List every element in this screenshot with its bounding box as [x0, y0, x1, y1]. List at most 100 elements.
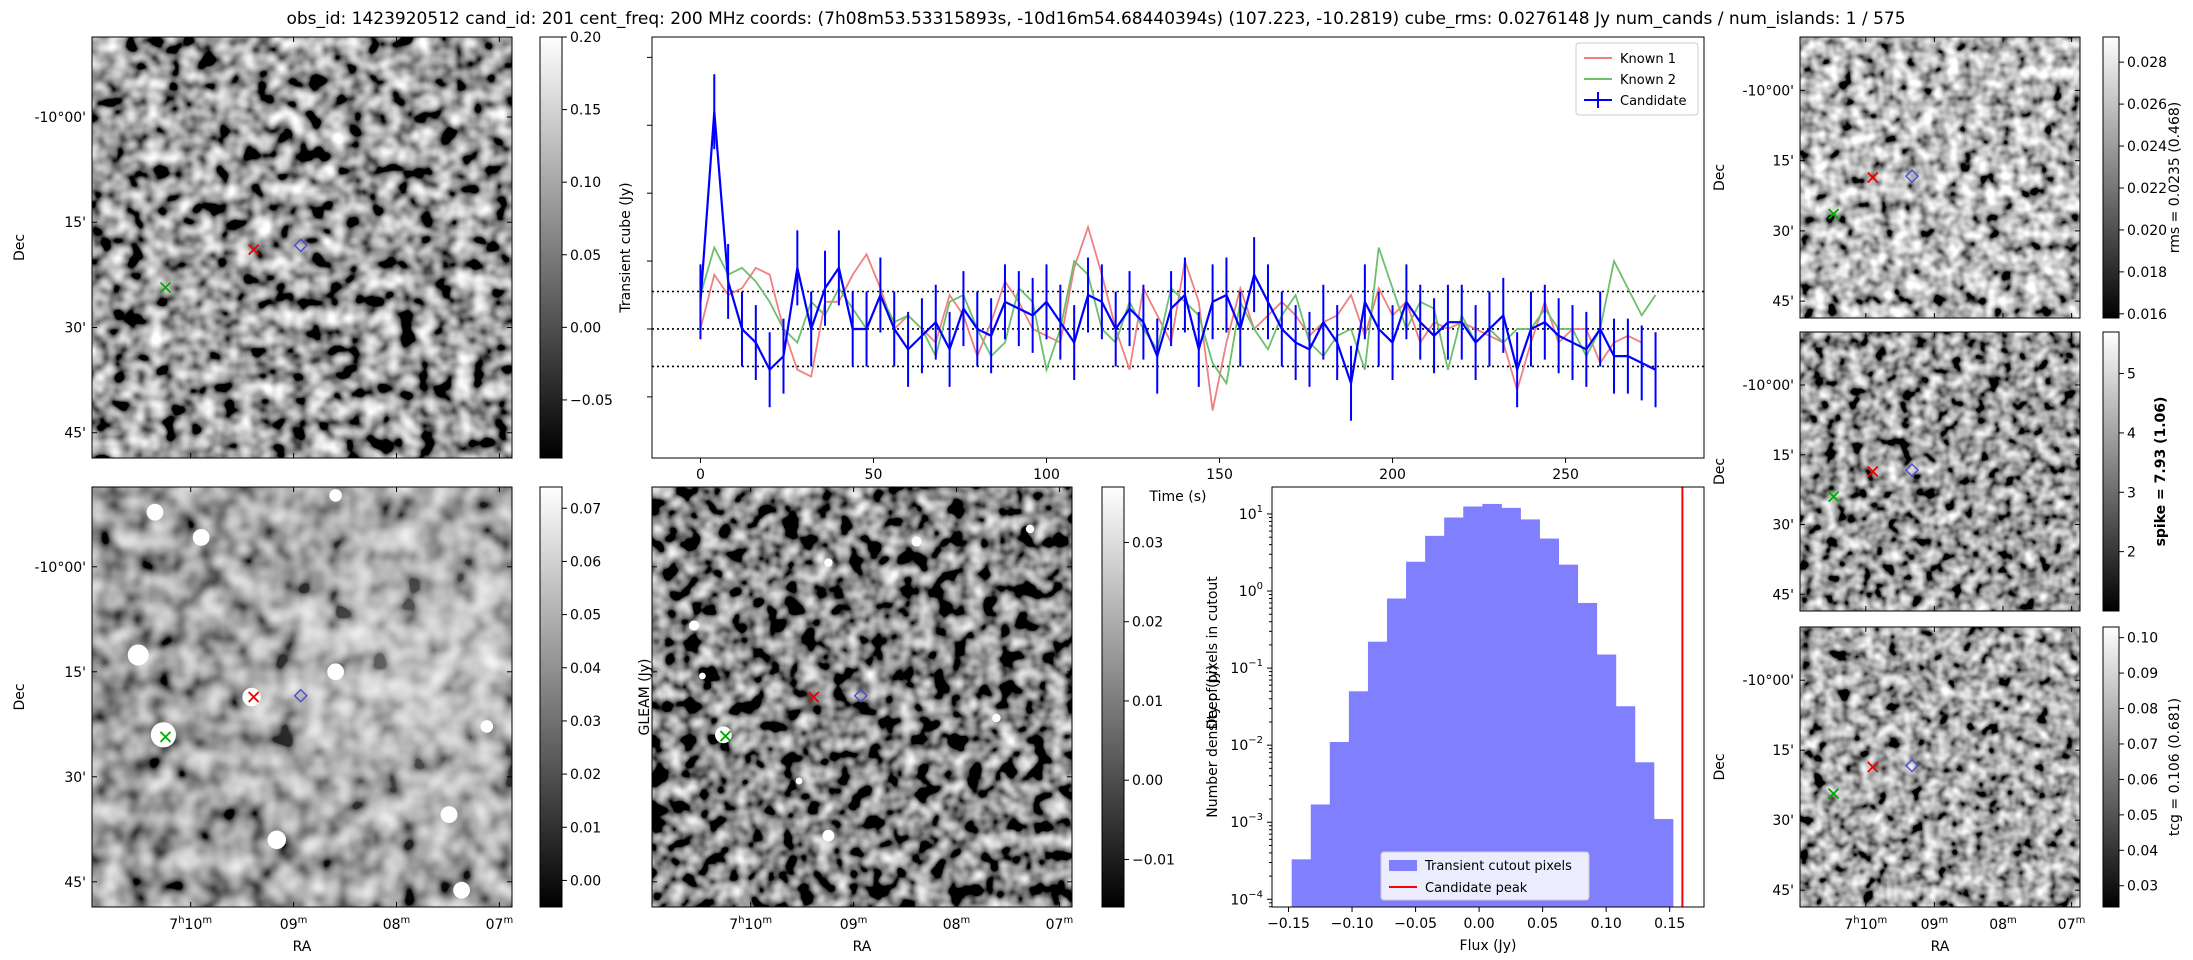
- deep-source: [1025, 524, 1035, 534]
- histogram-x-tick-label: −0.05: [1394, 916, 1437, 932]
- known-source-1-marker: [853, 688, 868, 703]
- colorbar-tick-label: 0.06: [2127, 772, 2158, 788]
- image-layer: [92, 37, 2080, 907]
- lightcurve-x-tick-label: 100: [1033, 467, 1060, 483]
- spike-colorbar-label: spike = 7.93 (1.06): [2153, 397, 2169, 547]
- dec-axis-label: Dec: [12, 683, 28, 710]
- dec-tick-label: 45': [1772, 883, 1794, 899]
- ra-tick-label: 07m: [486, 915, 514, 933]
- rms-colorbar: [2102, 36, 2120, 319]
- histogram-y-tick-label: 10−4: [1230, 889, 1263, 908]
- known-source-2-marker: [719, 730, 732, 742]
- histogram-x-tick-label: 0.00: [1464, 916, 1495, 932]
- known-source-2-marker: [159, 281, 172, 294]
- colorbar-tick-label: 0.05: [570, 248, 601, 264]
- histogram-bar: [1348, 691, 1369, 907]
- deep-source: [824, 558, 833, 567]
- ra-tick-label: 09m: [280, 915, 308, 933]
- colorbar-tick-label: 0.026: [2127, 97, 2167, 113]
- ra-axis-label: RA: [1931, 939, 1950, 955]
- dec-tick-label: -10°00': [34, 110, 86, 126]
- dec-tick-label: 15': [1772, 743, 1794, 759]
- histogram-bar: [1596, 654, 1617, 907]
- gleam-source: [480, 720, 494, 733]
- deep-frame: [651, 486, 1073, 908]
- colorbar-tick-label: 0.09: [2127, 666, 2158, 682]
- gleam-source: [453, 881, 470, 899]
- histogram-y-label: Number density of pixels in cutout: [1205, 576, 1221, 818]
- deep-image: [652, 487, 1072, 907]
- lightcurve-x-tick-label: 150: [1206, 467, 1233, 483]
- histogram-bar: [1367, 641, 1388, 907]
- candidate-marker: [1867, 171, 1879, 184]
- colorbar-tick-label: 0.00: [570, 320, 601, 336]
- rms-frame: [1799, 36, 2081, 319]
- gleam-image: [92, 487, 512, 907]
- colorbar-tick-label: 0.05: [2127, 808, 2158, 824]
- histogram-y-tick-label: 10−3: [1230, 812, 1263, 831]
- dec-tick-label: 15': [64, 215, 86, 231]
- colorbar-tick-label: 0.05: [570, 608, 601, 624]
- lightcurve-x-tick-label: 0: [696, 467, 705, 483]
- histogram-bar: [1539, 538, 1560, 907]
- known-source-1-marker: [293, 238, 308, 253]
- candidate-marker: [1867, 761, 1879, 773]
- tcg-image: [1800, 627, 2080, 907]
- candidate-marker: [808, 691, 820, 703]
- dec-axis-label: Dec: [1712, 753, 1728, 780]
- legend-label: Candidate peak: [1425, 881, 1528, 896]
- gleam-colorbar-label: GLEAM (Jy): [637, 659, 653, 736]
- dec-tick-label: 30': [1772, 518, 1794, 534]
- dec-tick-label: 30': [64, 770, 86, 786]
- deep-colorbar-label: Deep (Jy): [1205, 665, 1221, 730]
- series-candidate: [699, 111, 1657, 384]
- legend-label: Known 1: [1620, 52, 1676, 67]
- colorbar-tick-label: 3: [2127, 485, 2136, 501]
- histogram-bar: [1501, 507, 1521, 907]
- dec-tick-label: 15': [1772, 154, 1794, 170]
- colorbar-tick-label: 0.10: [570, 175, 601, 191]
- histogram-bar: [1444, 517, 1464, 907]
- ra-tick-label: 09m: [840, 915, 868, 933]
- histogram-x-label: Flux (Jy): [1460, 938, 1517, 954]
- histogram-y-tick-label: 100: [1239, 581, 1263, 600]
- histogram-bar: [1406, 561, 1426, 907]
- known-source-1-marker: [1904, 169, 1920, 184]
- gleam-source: [146, 503, 164, 521]
- gleam-source: [127, 644, 149, 666]
- colorbar-tick-label: 0.00: [1132, 773, 1163, 789]
- ra-tick-label: 7h10m: [1844, 915, 1887, 933]
- dec-tick-label: 30': [64, 320, 86, 336]
- histogram-x-tick-label: −0.15: [1267, 916, 1310, 932]
- transient-colorbar: [539, 36, 563, 459]
- known-source-1-marker: [1904, 463, 1920, 478]
- dec-axis-label: Dec: [12, 234, 28, 261]
- candidate-marker: [248, 243, 260, 256]
- dec-tick-label: 15': [64, 665, 86, 681]
- colorbar-tick-label: 0.03: [570, 714, 601, 730]
- ra-axis-label: RA: [293, 939, 312, 955]
- colorbar-tick-label: 0.07: [2127, 737, 2158, 753]
- colorbar-tick-label: 0.03: [1132, 535, 1163, 551]
- deep-source: [822, 829, 835, 842]
- dec-tick-label: -10°00': [34, 560, 86, 576]
- known-source-2-marker: [1827, 787, 1840, 800]
- histogram-bar: [1386, 598, 1407, 907]
- colorbar-tick-label: 0.07: [570, 501, 601, 517]
- dec-tick-label: 45': [64, 426, 86, 442]
- gleam-source: [242, 687, 261, 707]
- ra-tick-label: 09m: [1921, 915, 1949, 933]
- ra-tick-label: 07m: [1046, 915, 1074, 933]
- histogram-bar: [1653, 819, 1674, 907]
- lightcurve-x-tick-label: 250: [1552, 467, 1579, 483]
- ra-tick-label: 08m: [943, 915, 971, 933]
- histogram-x-tick-label: 0.10: [1591, 916, 1622, 932]
- deep-source: [992, 713, 1001, 723]
- gleam-source: [440, 806, 458, 823]
- spike-colorbar: [2102, 331, 2120, 612]
- histogram-x-tick-label: 0.05: [1527, 916, 1558, 932]
- ra-tick-label: 07m: [2058, 915, 2086, 933]
- lightcurve-x-tick-label: 50: [865, 467, 883, 483]
- histogram-bar: [1558, 564, 1579, 907]
